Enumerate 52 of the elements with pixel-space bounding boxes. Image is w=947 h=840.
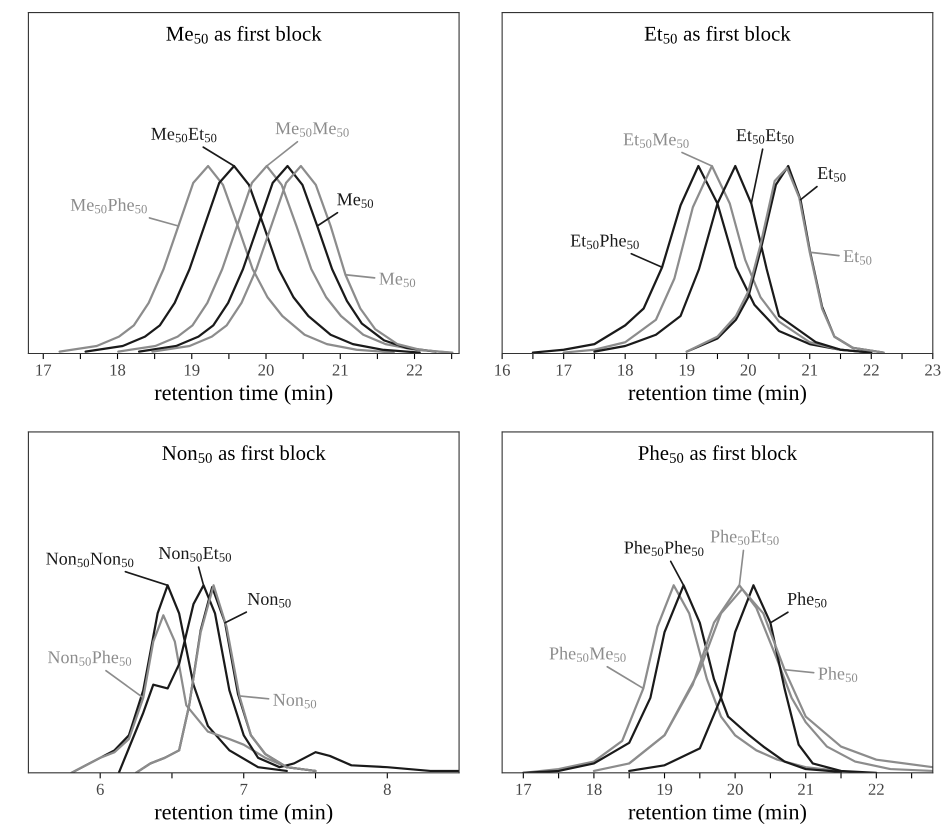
x-axis-title: retention time (min) <box>154 384 332 405</box>
text: Non$_{50}$Non$_{50}$ <box>46 552 134 568</box>
series-label: Me$_{50}$Et$_{50}$ <box>151 128 216 142</box>
x-tick-label: 20 <box>728 784 743 795</box>
text: Phe$_{50}$ <box>624 540 664 556</box>
x-tick-label: 17 <box>556 364 572 376</box>
series-label: Me$_{50}$ <box>337 193 374 208</box>
x-tick-label: 6 <box>96 784 104 795</box>
x-tick-label: 22 <box>868 784 884 795</box>
x-tick-label: 22 <box>406 364 422 376</box>
series-label: Phe$_{50}$Me$_{50}$ <box>550 646 626 662</box>
series-label: Et$_{50}$Me$_{50}$ <box>624 133 689 148</box>
annotation: Et$_{50}$ <box>844 250 872 265</box>
chart-title: Et$_{50}$ as first block <box>644 26 791 44</box>
x-tick-label: 18 <box>110 364 126 376</box>
x-tick-label: 22 <box>864 364 879 376</box>
x-tick-label: 21 <box>798 784 814 795</box>
chart-title: Phe$_{50}$ as first block <box>638 445 798 463</box>
x-tick-label: 20 <box>740 364 756 376</box>
x-tick-label: 19 <box>184 364 200 376</box>
x-tick-label: 20 <box>258 364 274 376</box>
series-label: Phe$_{50}$ Phe$_{50}$ <box>664 530 750 556</box>
series-label: Me$_{50}$Me$_{50}$ <box>276 122 349 137</box>
series-label: Non$_{50}$Phe$_{50}$ <box>48 650 132 666</box>
x-axis-title: retention time (min) <box>628 384 806 405</box>
x-tick-label: 19 <box>658 784 672 795</box>
x-tick-label: 17 <box>36 364 52 376</box>
series-label: Me$_{50}$Phe$_{50}$ <box>70 198 147 214</box>
x-tick-label: 7 <box>240 784 248 795</box>
x-tick-label: 21 <box>332 364 348 376</box>
x-tick-label: 17 <box>516 784 532 795</box>
x-axis-title: retention time (min) <box>628 804 806 824</box>
text: Et$_{50}$ <box>750 530 779 545</box>
x-tick-label: 8 <box>384 784 391 795</box>
series-label: Et$_{50}$ <box>818 167 846 182</box>
annotation: Me$_{50}$ <box>379 272 416 288</box>
annotation: Phe$_{50}$ <box>818 666 858 682</box>
x-tick-label: 18 <box>587 784 602 795</box>
series-label: Et$_{50}$Phe$_{50}$ <box>570 234 639 250</box>
series-label: Non$_{50}$Et$_{50}$ <box>158 547 232 562</box>
x-tick-label: 19 <box>680 364 694 376</box>
annotation: Non$_{50}$ <box>273 694 316 708</box>
x-tick-label: 23 <box>925 364 940 376</box>
series-label: Et$_{50}$Et$_{50}$ <box>736 129 794 144</box>
x-axis-title: retention time (min) <box>154 804 332 824</box>
x-tick-label: 18 <box>618 364 633 376</box>
x-tick-label: 21 <box>802 364 818 376</box>
series-label: Non$_{50}$ <box>248 593 291 608</box>
chart-title: Non$_{50}$ as first block <box>162 445 326 463</box>
series-label: Phe$_{50}$ <box>788 592 826 608</box>
chart-title: Me$_{50}$ as first block <box>166 26 322 44</box>
x-tick-label: 16 <box>495 364 510 376</box>
